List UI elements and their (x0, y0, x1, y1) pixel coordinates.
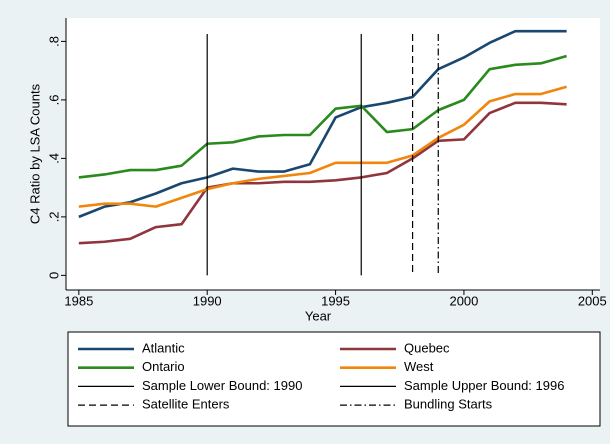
series-line (78, 85, 567, 208)
legend-box (67, 331, 601, 427)
plot-area (66, 18, 600, 290)
x-tick-label: 2000 (449, 293, 478, 308)
y-tick-label: .4 (46, 153, 61, 164)
series-line (78, 54, 567, 179)
legend-label: West (404, 359, 434, 374)
legend-label: Bundling Starts (404, 397, 493, 412)
y-tick-label: .8 (46, 36, 61, 47)
x-axis-label: Year (305, 308, 332, 323)
legend-label: Quebec (404, 340, 450, 355)
x-tick-label: 2005 (578, 293, 607, 308)
x-tick-label: 1995 (321, 293, 350, 308)
series-line (78, 101, 567, 245)
legend-label: Ontario (142, 359, 185, 374)
x-tick-label: 1990 (193, 293, 222, 308)
y-axis-label: C4 Ratio by LSA Counts (27, 83, 42, 224)
legend-label: Sample Lower Bound: 1990 (142, 378, 302, 393)
legend-label: Sample Upper Bound: 1996 (404, 378, 564, 393)
series-line (78, 29, 567, 219)
x-tick-label: 1985 (64, 293, 93, 308)
legend-label: Satellite Enters (142, 397, 230, 412)
y-tick-label: .2 (46, 211, 61, 222)
y-tick-label: 0 (46, 272, 61, 279)
legend-label: Atlantic (142, 340, 185, 355)
y-tick-label: .6 (46, 94, 61, 105)
